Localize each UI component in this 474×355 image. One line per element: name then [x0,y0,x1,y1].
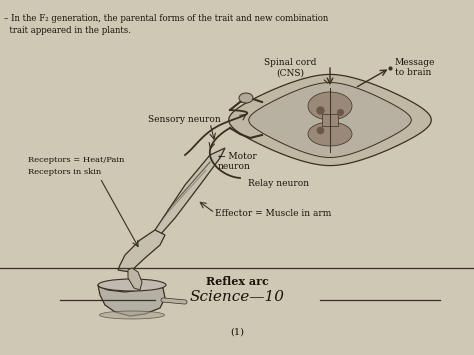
Ellipse shape [100,311,164,319]
Polygon shape [155,148,225,235]
Text: Sensory neuron: Sensory neuron [148,115,221,125]
Text: Message
to brain: Message to brain [395,58,436,77]
Text: Effector = Muscle in arm: Effector = Muscle in arm [215,208,331,218]
Polygon shape [249,82,411,158]
Polygon shape [98,285,165,316]
Text: Spinal cord
(CNS): Spinal cord (CNS) [264,58,316,77]
Text: (1): (1) [230,328,244,337]
Polygon shape [322,114,338,126]
Text: Science—10: Science—10 [190,290,284,304]
Ellipse shape [98,279,166,291]
Polygon shape [128,268,142,290]
Polygon shape [229,75,431,165]
Text: ← Motor
neuron: ← Motor neuron [218,152,257,171]
Text: Receptors = Heat/Pain: Receptors = Heat/Pain [28,156,124,164]
Polygon shape [308,122,352,146]
Text: trait appeared in the plants.: trait appeared in the plants. [4,26,131,35]
Polygon shape [118,230,165,272]
Text: – In the F₂ generation, the parental forms of the trait and new combination: – In the F₂ generation, the parental for… [4,14,328,23]
Text: Relay neuron: Relay neuron [248,179,309,187]
Text: Reflex arc: Reflex arc [206,276,268,287]
Ellipse shape [239,93,253,103]
Text: Receptors in skin: Receptors in skin [28,168,101,176]
Polygon shape [308,92,352,120]
